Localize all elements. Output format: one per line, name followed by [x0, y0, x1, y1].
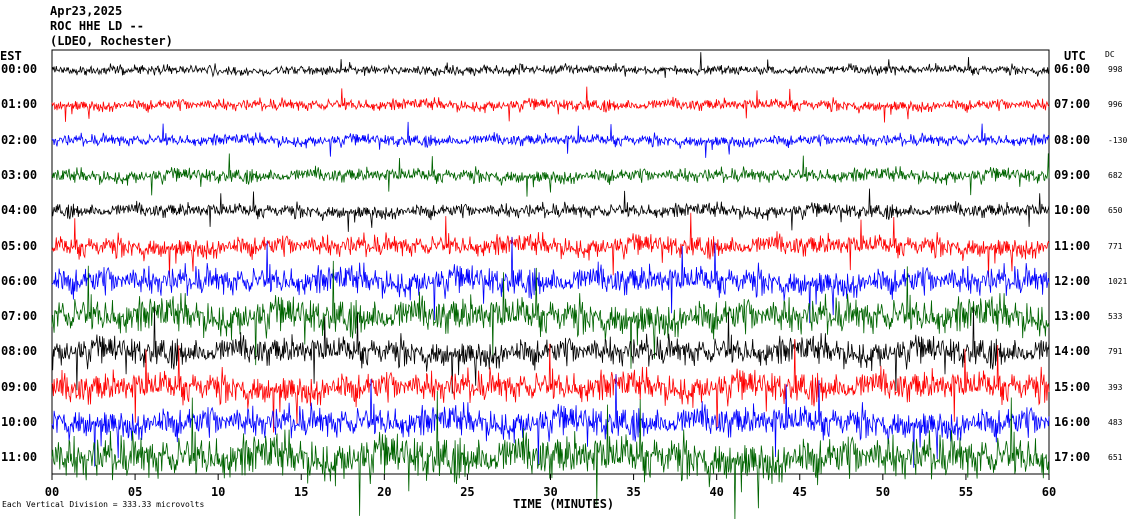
utc-row-label: 16:00: [1054, 415, 1091, 429]
dc-axis-label: DC: [1105, 50, 1115, 59]
utc-row-label: 14:00: [1054, 344, 1091, 359]
network-label: (LDEO, Rochester): [50, 34, 173, 48]
est-row-label: 11:00: [1, 450, 38, 465]
x-axis-title: TIME (MINUTES): [513, 497, 615, 511]
station-label: ROC HHE LD --: [50, 19, 144, 33]
chart-header: Apr23,2025 ROC HHE LD -- (LDEO, Rocheste…: [50, 4, 173, 49]
est-axis-label: EST: [0, 49, 22, 63]
est-row-label: 08:00: [1, 344, 38, 359]
x-tick-label: 30: [543, 485, 557, 499]
trace-row-03-00: [51, 153, 1050, 197]
scale-footnote: Each Vertical Division = 333.33 microvol…: [2, 500, 205, 509]
utc-row-label: 07:00: [1054, 97, 1091, 112]
est-row-label: 09:00: [1, 379, 38, 394]
x-tick-label: 55: [959, 485, 973, 499]
trace-row-04-00: [51, 188, 1050, 232]
utc-row-label: 13:00: [1054, 309, 1091, 324]
trace-row-02-00: [51, 121, 1050, 158]
est-row-label: 02:00: [1, 132, 38, 147]
dc-row-value: 791: [1108, 347, 1123, 357]
utc-row-label: 06:00: [1054, 62, 1091, 76]
x-tick-label: 05: [128, 485, 142, 499]
dc-row-value: 650: [1108, 206, 1123, 216]
trace-row-01-00: [51, 86, 1050, 123]
dc-row-value: 682: [1108, 170, 1123, 180]
utc-row-label: 15:00: [1054, 379, 1091, 394]
date-label: Apr23,2025: [50, 4, 123, 18]
est-row-label: 04:00: [1, 203, 38, 218]
dc-row-value: 1021: [1108, 276, 1128, 286]
trace-row-07-00: [51, 260, 1050, 369]
est-row-label: 07:00: [1, 309, 38, 324]
utc-row-label: 08:00: [1054, 132, 1091, 147]
est-row-label: 10:00: [1, 415, 38, 429]
est-row-label: 05:00: [1, 238, 38, 253]
dc-row-value: 483: [1108, 418, 1123, 427]
est-row-label: 03:00: [1, 167, 38, 182]
trace-row-09-00: [51, 338, 1050, 433]
est-row-label: 06:00: [1, 273, 38, 288]
est-row-label: 00:00: [1, 62, 38, 76]
plot-frame: [51, 49, 1050, 475]
utc-row-label: 09:00: [1054, 167, 1091, 182]
utc-row-label: 11:00: [1054, 238, 1091, 253]
dc-row-value: 998: [1108, 65, 1123, 74]
x-tick-label: 45: [793, 485, 807, 499]
trace-row-10-00: [51, 374, 1050, 468]
x-tick-label: 20: [377, 485, 391, 499]
dc-row-value: -130: [1108, 135, 1128, 145]
x-tick-label: 35: [626, 485, 640, 499]
trace-row-00-00: [51, 52, 1050, 78]
dc-row-value: 651: [1108, 453, 1123, 463]
trace-row-06-00: [51, 236, 1050, 324]
utc-row-label: 17:00: [1054, 450, 1091, 465]
est-row-label: 01:00: [1, 97, 38, 112]
x-tick-label: 15: [294, 485, 308, 499]
dc-row-value: 771: [1108, 241, 1123, 251]
trace-row-05-00: [51, 212, 1050, 278]
trace-row-11-00: [51, 390, 1050, 519]
utc-row-label: 12:00: [1054, 273, 1091, 288]
dc-row-value: 996: [1108, 100, 1123, 110]
trace-row-08-00: [51, 307, 1050, 394]
x-tick-label: 50: [876, 485, 890, 499]
x-tick-label: 25: [460, 485, 474, 499]
x-tick-label: 60: [1042, 485, 1056, 499]
utc-axis-label: UTC: [1064, 49, 1086, 63]
x-tick-label: 10: [211, 485, 225, 499]
dc-row-value: 393: [1108, 382, 1123, 392]
x-tick-label: 00: [45, 485, 59, 499]
utc-row-label: 10:00: [1054, 203, 1091, 218]
x-tick-label: 40: [709, 485, 723, 499]
dc-row-value: 533: [1108, 312, 1123, 322]
